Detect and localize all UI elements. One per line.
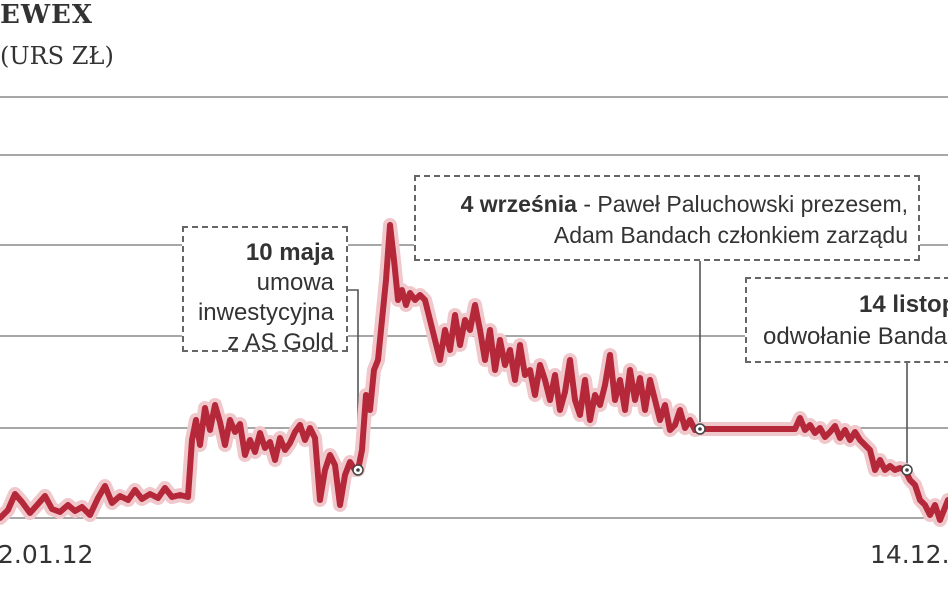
annotation-line: z AS Gold — [227, 329, 334, 356]
marker-group — [352, 423, 913, 476]
annotation-line: 4 września - Paweł Paluchowski prezesem, — [416, 189, 908, 220]
chart-title: EWEX — [0, 0, 94, 30]
annotation-box-14-listop: 14 listop odwołanie Banda — [745, 277, 948, 363]
series-group — [0, 218, 948, 527]
annotation-line: odwołanie Banda — [763, 323, 948, 350]
chart-subtitle: (URS ZŁ) — [0, 42, 114, 70]
annotation-date: 4 września — [460, 191, 577, 217]
event-marker-dot — [905, 468, 909, 472]
event-marker-dot — [356, 468, 360, 472]
annotation-date: 14 listop — [859, 291, 948, 318]
annotation-box-10-maja: 10 maja umowa inwestycyjna z AS Gold — [182, 226, 348, 356]
annotation-line: inwestycyjna — [197, 299, 334, 326]
series-line-glow — [0, 218, 948, 527]
chart-subtitle-text: URS ZŁ) — [9, 42, 114, 70]
annotation-date: 10 maja — [245, 239, 334, 266]
x-tick-label-end: 14.12. — [870, 540, 948, 569]
series-line — [0, 222, 948, 523]
annotation-box-4-wrzesnia: 4 września - Paweł Paluchowski prezesem,… — [414, 175, 920, 261]
x-tick-label-start: 2.01.12 — [0, 540, 94, 569]
event-marker-dot — [698, 427, 702, 431]
annotation-line: - Paweł Paluchowski prezesem, — [583, 191, 908, 217]
annotation-line: Adam Bandach członkiem zarządu — [553, 222, 908, 248]
annotation-line: umowa — [256, 269, 334, 296]
